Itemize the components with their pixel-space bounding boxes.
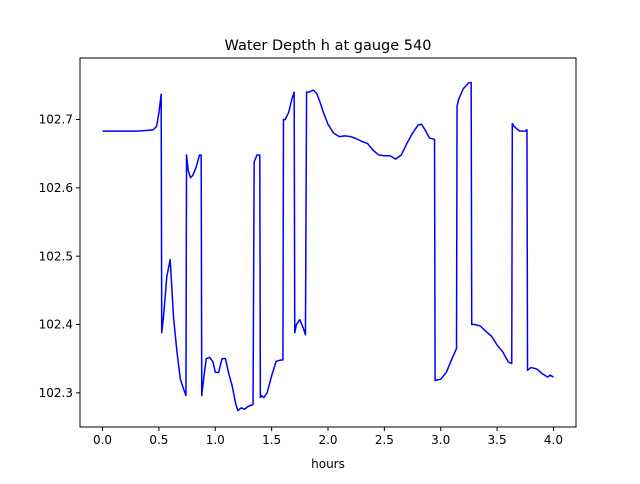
x-tick-label: 2.5 (375, 433, 394, 447)
x-tick-label: 0.5 (149, 433, 168, 447)
chart-title: Water Depth h at gauge 540 (225, 38, 432, 54)
y-tick-label: 102.4 (39, 318, 73, 332)
y-tick-label: 102.7 (39, 113, 73, 127)
x-tick-label: 2.0 (318, 433, 337, 447)
x-tick-label: 1.0 (206, 433, 225, 447)
plot-area (80, 58, 576, 427)
series-line (102, 81, 554, 412)
x-tick-label: 4.0 (544, 433, 563, 447)
x-tick-label: 1.5 (262, 433, 281, 447)
x-axis-label: hours (311, 457, 345, 471)
y-tick-label: 102.6 (39, 181, 73, 195)
y-axis-ticks: 102.3 102.4 102.5 102.6 102.7 (39, 113, 80, 400)
plot-frame (79, 57, 577, 428)
x-tick-label: 3.5 (488, 433, 507, 447)
y-tick-label: 102.3 (39, 386, 73, 400)
x-tick-label: 0.0 (93, 433, 112, 447)
x-axis-ticks: 0.0 0.5 1.0 1.5 2.0 2.5 3.0 3.5 4.0 (93, 427, 563, 447)
y-tick-label: 102.5 (39, 249, 73, 263)
x-tick-label: 3.0 (431, 433, 450, 447)
